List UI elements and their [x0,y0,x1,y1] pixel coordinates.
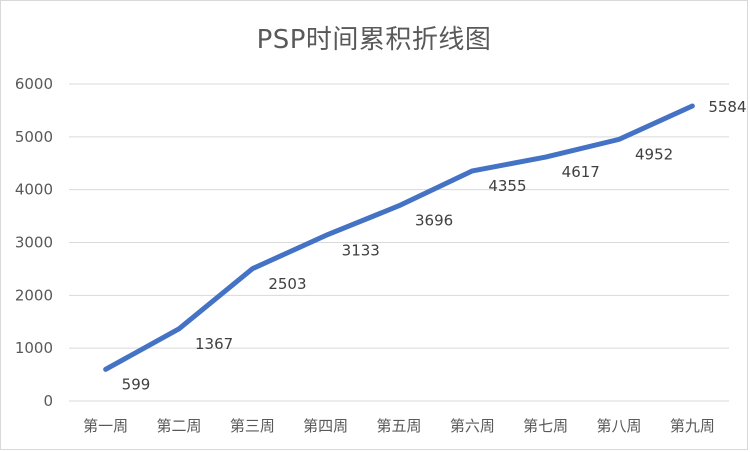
y-tick-label: 1000 [15,339,53,357]
data-label: 5584 [708,98,746,116]
gridlines [69,83,729,402]
y-tick-label: 3000 [15,234,53,252]
data-label: 3696 [415,212,453,230]
chart-title: PSP时间累积折线图 [256,25,492,55]
data-label: 4355 [488,177,526,195]
x-tick-label: 第六周 [450,417,495,435]
x-tick-label: 第五周 [376,417,421,435]
data-label: 2503 [268,275,306,293]
x-axis-tick-labels: 第一周 第二周 第三周 第四周 第五周 第六周 第七周 第八周 第九周 [83,417,715,435]
data-label: 3133 [342,241,380,259]
y-tick-label: 2000 [15,286,53,304]
x-tick-label: 第三周 [230,417,275,435]
x-tick-label: 第七周 [523,417,568,435]
y-axis-tick-labels: 0 1000 2000 3000 4000 5000 6000 [15,75,53,410]
y-tick-label: 5000 [15,128,53,146]
series-layer [103,103,695,372]
x-tick-label: 第一周 [83,417,128,435]
data-label: 4617 [562,163,600,181]
y-tick-label: 4000 [15,181,53,199]
data-labels: 599 1367 2503 3133 3696 4355 4617 4952 5584 [122,98,747,393]
y-tick-label: 6000 [15,75,53,93]
y-tick-label: 0 [43,392,53,410]
x-tick-label: 第二周 [156,417,201,435]
data-label: 1367 [195,335,233,353]
series-line [103,103,695,372]
x-tick-label: 第四周 [303,417,348,435]
x-tick-label: 第八周 [596,417,641,435]
data-label: 4952 [635,145,673,163]
x-tick-label: 第九周 [670,417,715,435]
data-label: 599 [122,375,151,393]
